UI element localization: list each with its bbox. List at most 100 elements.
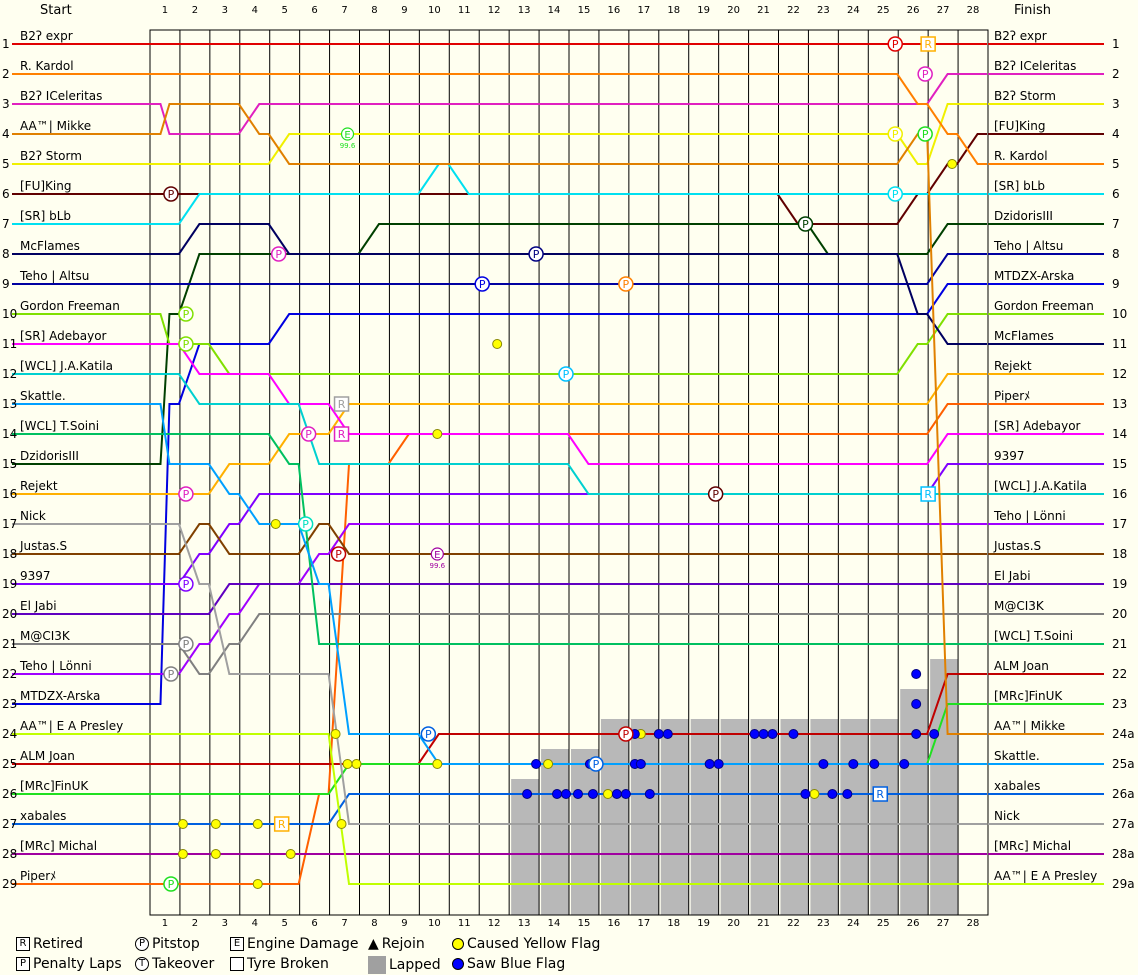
start-label: Start <box>40 3 72 18</box>
lap-label-top: 21 <box>757 5 770 16</box>
yellow-flag-dot <box>252 819 263 829</box>
lap-label-top: 6 <box>311 5 317 16</box>
finish-driver-name: ALM Joan <box>994 659 1049 673</box>
blue-flag-dot <box>869 759 880 769</box>
lapped-block <box>810 719 839 915</box>
legend-takeover-label: Takeover <box>152 956 215 972</box>
lap-label-top: 9 <box>401 5 407 16</box>
start-position: 24 <box>2 727 17 741</box>
pitstop-marker <box>420 726 437 742</box>
lap-labels: 1122334455667788991010111112121313141415… <box>162 5 980 929</box>
lap-label-top: 11 <box>458 5 471 16</box>
blue-flag-dot <box>911 699 922 709</box>
lapped-block <box>571 749 599 915</box>
pitstop-marker-label: P <box>892 128 899 141</box>
start-position: 27 <box>2 817 17 831</box>
pitstop-marker <box>887 186 903 202</box>
blue-flag-dot <box>662 729 673 739</box>
blue-flag-dot <box>522 789 533 799</box>
pitstop-marker <box>163 876 179 892</box>
finish-position: 6 <box>1112 187 1120 201</box>
series-line <box>150 103 987 735</box>
legend-lapped: Lapped <box>368 956 441 974</box>
finish-driver-name: McFlames <box>994 329 1054 343</box>
pitstop-marker-label: P <box>275 248 282 261</box>
finish-driver-name: Nick <box>994 809 1020 823</box>
start-position: 11 <box>2 337 17 351</box>
retired-marker-label: R <box>338 398 346 411</box>
finish-position: 8 <box>1112 247 1120 261</box>
finish-driver-name: AA™| Mikke <box>994 719 1065 733</box>
series-line <box>150 283 987 705</box>
finish-position: 25a <box>1112 757 1135 771</box>
pitstop-marker-label: P <box>183 488 190 501</box>
lapped-block <box>541 749 569 915</box>
legend-rejoin: ▲ Rejoin <box>368 936 425 952</box>
start-position: 25 <box>2 757 17 771</box>
blue-flag-dot <box>713 759 724 769</box>
pitstop-marker <box>270 246 287 262</box>
retired-marker <box>920 36 936 52</box>
retired-marker-label: R <box>278 818 286 831</box>
lap-label-top: 25 <box>877 5 890 16</box>
yellow-flag-icon <box>452 938 464 950</box>
pitstop-marker <box>178 486 194 502</box>
start-position: 4 <box>2 127 10 141</box>
lap-label-bottom: 18 <box>667 918 680 929</box>
blue-flag-dot <box>842 789 853 799</box>
finish-position: 26a <box>1112 787 1135 801</box>
finish-position: 20 <box>1112 607 1127 621</box>
blue-flag-dot <box>620 789 631 799</box>
finish-label: Finish <box>1014 3 1051 18</box>
finish-driver-name: El Jabi <box>994 569 1031 583</box>
lap-label-bottom: 27 <box>937 918 950 929</box>
lap-label-top: 28 <box>967 5 980 16</box>
lap-label-bottom: 16 <box>608 918 621 929</box>
lap-label-top: 27 <box>937 5 950 16</box>
series-lines <box>150 43 987 885</box>
legend-penalty: P Penalty Laps <box>16 956 122 972</box>
start-position: 23 <box>2 697 17 711</box>
start-driver-name: [SR] Adebayor <box>20 329 107 343</box>
start-driver-name: Nick <box>20 509 46 523</box>
start-position: 12 <box>2 367 17 381</box>
start-position: 22 <box>2 667 17 681</box>
pitstop-marker-label: P <box>305 428 312 441</box>
pitstop-marker <box>917 126 933 142</box>
start-position: 1 <box>2 37 10 51</box>
blue-flag-dot <box>848 759 859 769</box>
start-position: 5 <box>2 157 10 171</box>
start-driver-name: DzidorisIII <box>20 449 79 463</box>
start-position: 26 <box>2 787 17 801</box>
series-line <box>150 73 987 165</box>
pitstop-marker-label: P <box>922 128 929 141</box>
start-driver-name: 9397 <box>20 569 51 583</box>
pitstop-marker <box>618 726 634 742</box>
lap-label-bottom: 10 <box>428 918 441 929</box>
legend-lapped-label: Lapped <box>389 957 441 973</box>
retired-marker <box>920 486 936 502</box>
start-driver-name: Rejekt <box>20 479 58 493</box>
finish-position: 14 <box>1112 427 1127 441</box>
finish-driver-name: xabales <box>994 779 1040 793</box>
start-driver-name: McFlames <box>20 239 80 253</box>
finish-position: 21 <box>1112 637 1127 651</box>
lap-label-top: 16 <box>608 5 621 16</box>
lap-label-top: 7 <box>341 5 347 16</box>
legend-takeover: T Takeover <box>135 956 214 972</box>
finish-driver-name: Rejekt <box>994 359 1032 373</box>
start-position: 2 <box>2 67 10 81</box>
blue-flag-dot <box>635 759 646 769</box>
start-driver-name: AA™| E A Presley <box>20 719 123 733</box>
series-line <box>150 163 987 225</box>
start-driver-name: xabales <box>20 809 66 823</box>
engine-damage-marker-symbol: E <box>434 550 440 561</box>
yellow-flag-dot <box>602 789 613 799</box>
pitstop-marker <box>558 366 574 382</box>
lapped-icon <box>368 956 386 974</box>
legend-yellow-label: Caused Yellow Flag <box>467 936 601 952</box>
series-line <box>150 733 987 885</box>
yellow-flag-dot <box>492 339 503 349</box>
finish-driver-name: [SR] Adebayor <box>994 419 1081 433</box>
finish-driver-name: R. Kardol <box>994 149 1048 163</box>
